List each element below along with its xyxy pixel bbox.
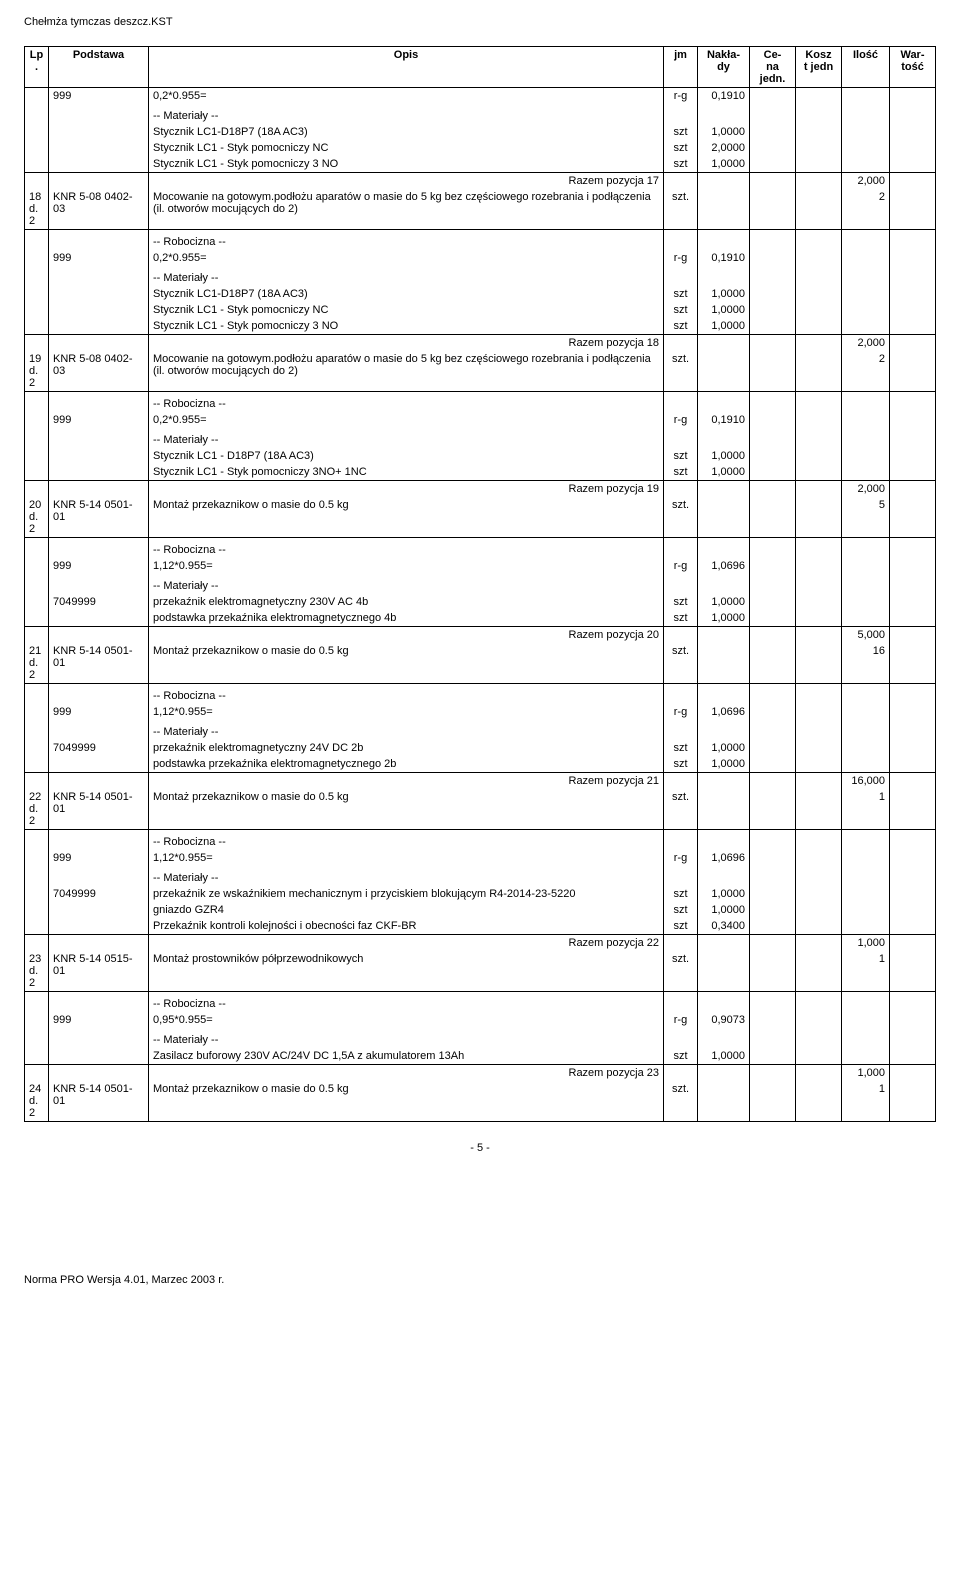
summary-row: Razem pozycja 221,000 bbox=[25, 935, 936, 952]
table-row: 7049999przekaźnik elektromagnetyczny 230… bbox=[25, 594, 936, 610]
table-row: Stycznik LC1 - Styk pomocniczy NCszt2,00… bbox=[25, 140, 936, 156]
summary-row: Razem pozycja 205,000 bbox=[25, 627, 936, 644]
summary-row: Razem pozycja 182,000 bbox=[25, 335, 936, 352]
th-ilosc: Ilość bbox=[842, 47, 890, 88]
table-row: Stycznik LC1 - Styk pomocniczy NCszt1,00… bbox=[25, 302, 936, 318]
footer-text: Norma PRO Wersja 4.01, Marzec 2003 r. bbox=[24, 1274, 936, 1286]
table-row: -- Materiały -- bbox=[25, 578, 936, 594]
table-row: -- Robocizna -- bbox=[25, 542, 936, 558]
position-row: 18 d.2KNR 5-08 0402-03Mocowanie na gotow… bbox=[25, 189, 936, 230]
table-row: -- Materiały -- bbox=[25, 724, 936, 740]
doc-title: Chełmża tymczas deszcz.KST bbox=[24, 16, 936, 28]
th-jm: jm bbox=[664, 47, 698, 88]
table-row: podstawka przekaźnika elektromagnetyczne… bbox=[25, 610, 936, 627]
position-row: 20 d.2KNR 5-14 0501-01Montaż przekazniko… bbox=[25, 497, 936, 538]
th-lp: Lp. bbox=[25, 47, 49, 88]
table-row: Stycznik LC1 - Styk pomocniczy 3NO+ 1NCs… bbox=[25, 464, 936, 481]
th-podstawa: Podstawa bbox=[49, 47, 149, 88]
table-row: 9990,2*0.955=r-g0,1910 bbox=[25, 412, 936, 428]
summary-row: Razem pozycja 2116,000 bbox=[25, 773, 936, 790]
table-row: Stycznik LC1 - Styk pomocniczy 3 NOszt1,… bbox=[25, 156, 936, 173]
position-row: 22 d.2KNR 5-14 0501-01Montaż przekazniko… bbox=[25, 789, 936, 830]
table-row: -- Materiały -- bbox=[25, 870, 936, 886]
table-row: 9991,12*0.955=r-g1,0696 bbox=[25, 704, 936, 720]
table-row: 9990,2*0.955=r-g0,1910 bbox=[25, 88, 936, 105]
table-row: -- Materiały -- bbox=[25, 108, 936, 124]
table-row: 7049999przekaźnik elektromagnetyczny 24V… bbox=[25, 740, 936, 756]
position-row: 21 d.2KNR 5-14 0501-01Montaż przekazniko… bbox=[25, 643, 936, 684]
table-row: 9991,12*0.955=r-g1,0696 bbox=[25, 558, 936, 574]
th-cena: Ce- na jedn. bbox=[750, 47, 796, 88]
th-opis: Opis bbox=[149, 47, 664, 88]
table-row: gniazdo GZR4szt1,0000 bbox=[25, 902, 936, 918]
summary-row: Razem pozycja 192,000 bbox=[25, 481, 936, 498]
summary-row: Razem pozycja 231,000 bbox=[25, 1065, 936, 1082]
table-row: 9990,95*0.955=r-g0,9073 bbox=[25, 1012, 936, 1028]
table-row: Stycznik LC1 - D18P7 (18A AC3)szt1,0000 bbox=[25, 448, 936, 464]
table-row: 9991,12*0.955=r-g1,0696 bbox=[25, 850, 936, 866]
table-row: -- Robocizna -- bbox=[25, 396, 936, 412]
position-row: 23 d.2KNR 5-14 0515-01Montaż prostownikó… bbox=[25, 951, 936, 992]
table-row: Stycznik LC1-D18P7 (18A AC3)szt1,0000 bbox=[25, 124, 936, 140]
summary-row: Razem pozycja 172,000 bbox=[25, 173, 936, 190]
table-row: -- Robocizna -- bbox=[25, 996, 936, 1012]
th-wartosc: War- tość bbox=[890, 47, 936, 88]
table-row: -- Materiały -- bbox=[25, 1032, 936, 1048]
table-row: -- Robocizna -- bbox=[25, 234, 936, 250]
table-row: Zasilacz buforowy 230V AC/24V DC 1,5A z … bbox=[25, 1048, 936, 1065]
table-row: podstawka przekaźnika elektromagnetyczne… bbox=[25, 756, 936, 773]
table-row: -- Robocizna -- bbox=[25, 834, 936, 850]
table-header-row: Lp. Podstawa Opis jm Nakła- dy Ce- na je… bbox=[25, 47, 936, 88]
table-row: Stycznik LC1 - Styk pomocniczy 3 NOszt1,… bbox=[25, 318, 936, 335]
table-row: 7049999przekaźnik ze wskaźnikiem mechani… bbox=[25, 886, 936, 902]
table-row: 9990,2*0.955=r-g0,1910 bbox=[25, 250, 936, 266]
table-row: -- Materiały -- bbox=[25, 270, 936, 286]
table-row: -- Materiały -- bbox=[25, 432, 936, 448]
th-naklady: Nakła- dy bbox=[698, 47, 750, 88]
table-row: -- Robocizna -- bbox=[25, 688, 936, 704]
th-koszt: Kosz t jedn bbox=[796, 47, 842, 88]
table-row: Stycznik LC1-D18P7 (18A AC3)szt1,0000 bbox=[25, 286, 936, 302]
position-row: 24 d.2KNR 5-14 0501-01Montaż przekazniko… bbox=[25, 1081, 936, 1122]
cost-estimate-table: Lp. Podstawa Opis jm Nakła- dy Ce- na je… bbox=[24, 46, 936, 1122]
position-row: 19 d.2KNR 5-08 0402-03Mocowanie na gotow… bbox=[25, 351, 936, 392]
table-row: Przekaźnik kontroli kolejności i obecnoś… bbox=[25, 918, 936, 935]
page-number: - 5 - bbox=[24, 1142, 936, 1154]
